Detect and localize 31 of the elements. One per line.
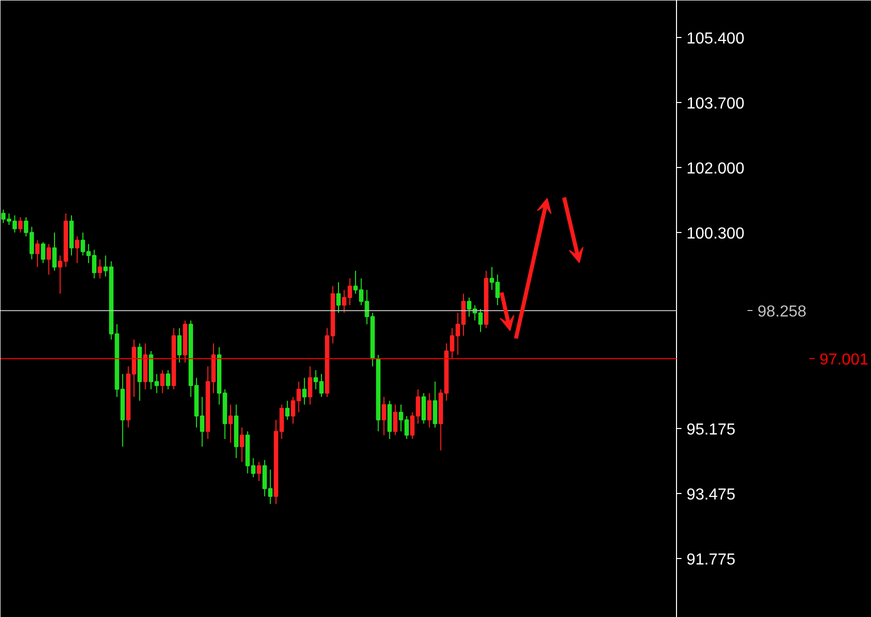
y-tick-label: 103.700 bbox=[686, 96, 744, 113]
candlestick bbox=[336, 282, 341, 314]
candlestick bbox=[285, 400, 290, 420]
candlestick bbox=[160, 370, 165, 394]
candlestick bbox=[74, 236, 80, 264]
candlestick bbox=[40, 242, 46, 264]
y-tick-label: 95.175 bbox=[686, 421, 736, 438]
candlestick bbox=[302, 377, 307, 406]
candlestick bbox=[177, 328, 182, 364]
candlestick bbox=[432, 381, 438, 428]
y-tick-label: 93.475 bbox=[686, 486, 736, 504]
y-tick-label: 100.300 bbox=[686, 226, 744, 243]
y-tick-label: 102.000 bbox=[686, 160, 744, 178]
candlestick bbox=[427, 392, 432, 428]
ref-line-label: 97.001 bbox=[820, 352, 869, 369]
candlestick bbox=[382, 396, 386, 436]
candlestick bbox=[98, 258, 102, 279]
candlestick bbox=[256, 461, 262, 482]
candlestick bbox=[52, 232, 57, 272]
candlestick bbox=[18, 216, 23, 234]
candlestick bbox=[166, 370, 170, 390]
y-tick-label: 105.400 bbox=[686, 30, 744, 48]
candlestick bbox=[240, 427, 244, 462]
ref-line-label: 98.258 bbox=[758, 304, 807, 321]
candlestick bbox=[422, 392, 426, 424]
y-tick-label: 91.775 bbox=[686, 551, 736, 568]
candlestick bbox=[393, 404, 398, 436]
candlestick bbox=[46, 244, 51, 276]
candlestick bbox=[308, 366, 312, 406]
candlestick bbox=[228, 404, 233, 444]
candlestick bbox=[35, 240, 40, 268]
